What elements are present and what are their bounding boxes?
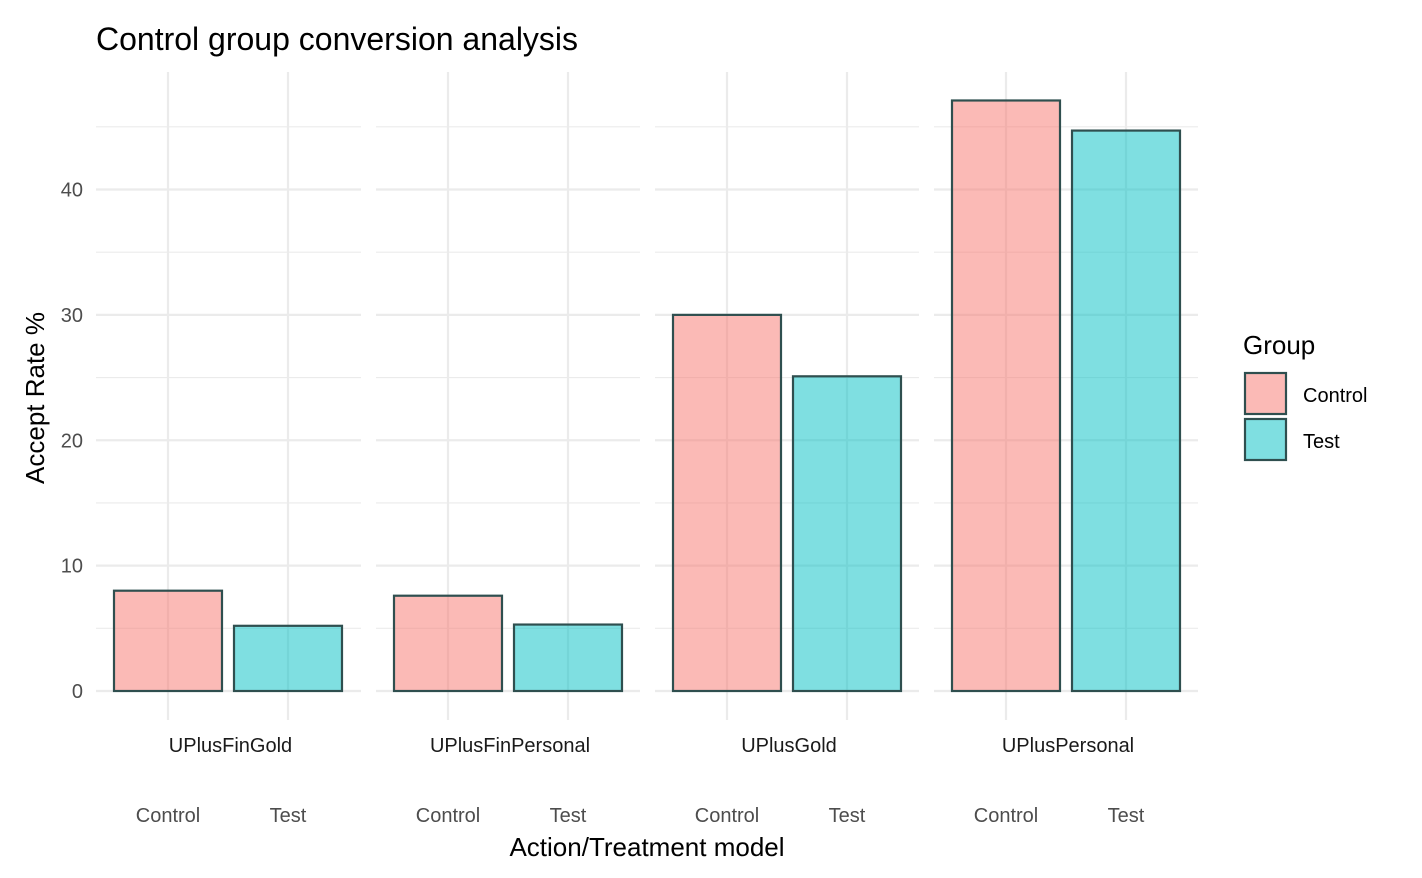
facet-label: UPlusFinPersonal — [430, 735, 590, 757]
facet-label: UPlusPersonal — [1002, 735, 1134, 757]
y-tick-label: 40 — [61, 180, 83, 202]
legend-title: Group — [1243, 330, 1315, 360]
x-tick-label: Control — [974, 805, 1038, 827]
legend-key-test — [1243, 417, 1288, 462]
facet-label: UPlusFinGold — [169, 735, 292, 757]
bar-UPlusFinPersonal-Test — [512, 623, 624, 693]
y-tick-label: 0 — [72, 681, 83, 703]
facets-layer: Control Test UPlusFinGold Control Test UPlusF… — [96, 72, 1198, 827]
bar-UPlusPersonal-Test — [1070, 129, 1182, 693]
bar-UPlusGold-Control — [671, 313, 783, 693]
x-tick-label: Test — [550, 805, 587, 827]
facet-label: UPlusGold — [741, 735, 837, 757]
x-tick-label: Test — [270, 805, 307, 827]
y-tick-label: 20 — [61, 430, 83, 452]
chart-title: Control group conversion analysis — [96, 21, 578, 57]
x-tick-label: Test — [829, 805, 866, 827]
bar-UPlusFinGold-Test — [232, 624, 344, 693]
facet-panel: Control Test UPlusPersonal — [934, 72, 1198, 827]
facet-panel: Control Test UPlusFinPersonal — [376, 72, 640, 827]
bar-UPlusPersonal-Control — [950, 99, 1062, 693]
legend-key-control — [1243, 371, 1288, 416]
legend: Group Control Test — [1243, 330, 1367, 462]
x-axis-title: Action/Treatment model — [509, 832, 784, 862]
legend-items: Control Test — [1243, 371, 1367, 462]
legend-label: Test — [1303, 431, 1340, 453]
x-tick-label: Control — [136, 805, 200, 827]
facet-panel: Control Test UPlusGold — [655, 72, 919, 827]
facet-panel: Control Test UPlusFinGold — [96, 72, 361, 827]
bar-UPlusGold-Test — [791, 375, 903, 693]
y-axis-title: Accept Rate % — [20, 312, 50, 484]
legend-label: Control — [1303, 385, 1367, 407]
y-axis-ticks: 0 10 20 30 40 — [61, 180, 83, 704]
y-tick-label: 10 — [61, 556, 83, 578]
y-tick-label: 30 — [61, 305, 83, 327]
bar-UPlusFinGold-Control — [112, 589, 224, 693]
x-tick-label: Control — [416, 805, 480, 827]
x-tick-label: Control — [695, 805, 759, 827]
bar-UPlusFinPersonal-Control — [392, 594, 504, 693]
x-tick-label: Test — [1108, 805, 1145, 827]
